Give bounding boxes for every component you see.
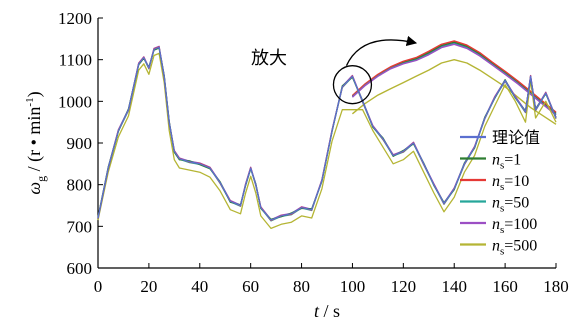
legend-n: n: [492, 195, 500, 212]
y-tick-label: 900: [67, 134, 93, 153]
zoom-line-ns=100: [351, 43, 557, 116]
zoom-line-ns=500: [351, 59, 557, 125]
annotation-label: 放大: [251, 48, 287, 68]
legend-sub: s: [500, 246, 504, 258]
x-tick-label: 60: [242, 277, 259, 296]
x-tick-label: 100: [340, 277, 366, 296]
zoom-circle: [332, 65, 373, 105]
y-tick-label: 600: [67, 259, 93, 278]
zoom-line-ns=10: [351, 40, 557, 113]
y-axis-label: ωg / (r • min-1): [24, 91, 48, 194]
legend-label: ns=10: [492, 173, 529, 193]
y-tick-label: 1200: [58, 9, 92, 28]
legend-sub: s: [500, 203, 504, 215]
y-tick-label: 800: [67, 176, 93, 195]
x-tick-label: 40: [191, 277, 208, 296]
y-tick-label: 1100: [59, 51, 92, 70]
zoom-arrow: [345, 35, 418, 66]
series-line-ns=500: [97, 52, 557, 230]
y-tick-label: 1000: [58, 92, 92, 111]
legend-eq: =1: [504, 152, 521, 169]
legend-sub: s: [500, 224, 504, 236]
legend-eq: =10: [504, 173, 529, 190]
series-line-理论值: [97, 46, 557, 221]
legend-eq: =50: [504, 195, 529, 212]
zoom-line-ns=1: [351, 41, 557, 114]
series-line-ns=1: [97, 47, 557, 220]
legend-sub: s: [500, 181, 504, 193]
legend-eq: =100: [504, 216, 537, 233]
legend-label: 理论值: [492, 129, 540, 147]
x-axis-label: t / s: [314, 301, 340, 321]
legend-label: ns=50: [492, 195, 529, 215]
legend-n: n: [492, 173, 500, 190]
series-line-ns=10: [97, 46, 557, 222]
axes: 600 700 800 900 1000 1100 1200 0 20 40 60 80 100 120 1…: [58, 9, 569, 296]
x-tick-label: 80: [293, 277, 310, 296]
x-tick-label: 0: [94, 277, 103, 296]
x-tick-label: 160: [492, 277, 518, 296]
axis-labels: t / s ωg / (r • min-1): [24, 91, 340, 321]
legend-n: n: [492, 238, 500, 255]
legend-label-text: 理论值: [492, 129, 540, 147]
legend-n: n: [492, 216, 500, 233]
series-line-ns=50: [97, 46, 557, 222]
zoom-annotation: 放大: [251, 35, 418, 105]
legend-n: n: [492, 152, 500, 169]
legend-sub: s: [500, 160, 504, 172]
legend-eq: =500: [504, 238, 537, 255]
x-tick-label: 140: [441, 277, 467, 296]
x-tick-label: 180: [543, 277, 569, 296]
y-tick-label: 700: [67, 217, 93, 236]
x-tick-label: 120: [391, 277, 417, 296]
zoom-curves: [351, 40, 557, 125]
legend-label: ns=100: [492, 216, 537, 236]
legend-label: ns=500: [492, 238, 537, 258]
series-lines: [97, 45, 557, 230]
series-line-ns=100: [97, 45, 557, 221]
legend-label: ns=1: [492, 152, 521, 172]
x-tick-label: 20: [140, 277, 157, 296]
